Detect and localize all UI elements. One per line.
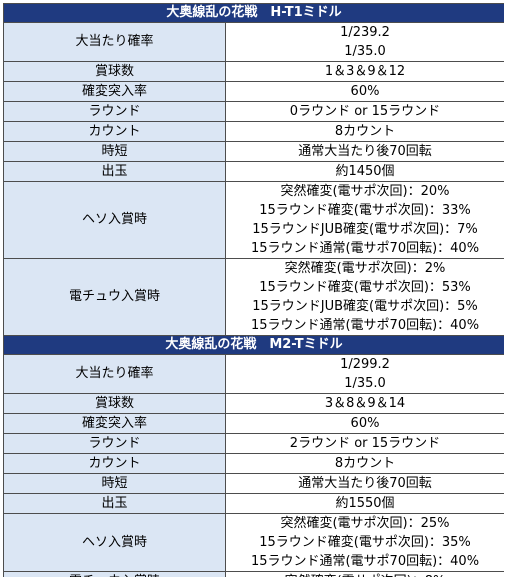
spec-label: 確変突入率 [3,413,226,434]
spec-row: 大当たり確率 1/299.2 1/35.0 [3,354,504,394]
section-title: 大奥線乱の花戦 H-T1ミドル [3,3,504,23]
spec-value-line: 15ラウンド通常(電サポ70回転)：40% [250,241,480,256]
spec-value-line: 突然確変(電サポ次回)：2% [284,261,446,276]
spec-value-line: 通常大当たり後70回転 [298,476,432,491]
spec-label: 大当たり確率 [3,22,226,62]
spec-value: 8カウント [225,121,504,142]
spec-row: ラウンド 0ラウンド or 15ラウンド [3,101,504,122]
spec-row: カウント 8カウント [3,121,504,142]
spec-value-line: 突然確変(電サポ次回)：20% [280,184,450,199]
section-header-row: 大奥線乱の花戦 M2-Tミドル [3,335,504,355]
spec-table-body: 大奥線乱の花戦 H-T1ミドル 大当たり確率 1/239.2 1/35.0 賞球数 1＆3… [3,3,504,577]
spec-value: 突然確変(電サポ次回)：8% [225,571,504,577]
spec-row: 賞球数 3＆8＆9＆14 [3,393,504,414]
spec-row: 大当たり確率 1/239.2 1/35.0 [3,22,504,62]
spec-row: ヘソ入賞時 突然確変(電サポ次回)：25% 15ラウンド確変(電サポ次回)：35% 1… [3,513,504,572]
spec-value-line: 1/299.2 [340,357,390,372]
spec-value-line: 約1450個 [335,164,395,179]
spec-value-line: 突然確変(電サポ次回)：8% [228,573,502,577]
spec-table-container: 大奥線乱の花戦 H-T1ミドル 大当たり確率 1/239.2 1/35.0 賞球数 1＆3… [3,3,504,577]
spec-label: 電チュウ入賞時 [3,258,226,336]
spec-table: 大奥線乱の花戦 H-T1ミドル 大当たり確率 1/239.2 1/35.0 賞球数 1＆3… [3,3,504,577]
spec-label: 出玉 [3,493,226,514]
spec-value: 約1450個 [225,161,504,182]
spec-row: 出玉 約1450個 [3,161,504,182]
spec-value-line: 60% [350,84,380,99]
spec-row: 確変突入率 60% [3,413,504,434]
spec-value: 通常大当たり後70回転 [225,473,504,494]
spec-value-line: 突然確変(電サポ次回)：25% [280,516,450,531]
spec-label: 賞球数 [3,393,226,414]
spec-value: 2ラウンド or 15ラウンド [225,433,504,454]
spec-value: 1＆3＆9＆12 [225,61,504,82]
spec-value: 60% [225,81,504,102]
spec-label: カウント [3,121,226,142]
spec-value-line: 15ラウンド確変(電サポ次回)：35% [259,535,471,550]
spec-label: ラウンド [3,433,226,454]
spec-label: 大当たり確率 [3,354,226,394]
spec-value: 約1550個 [225,493,504,514]
spec-label: 時短 [3,141,226,162]
spec-value-line: 1/239.2 [340,25,390,40]
spec-row: ラウンド 2ラウンド or 15ラウンド [3,433,504,454]
spec-value: 突然確変(電サポ次回)：25% 15ラウンド確変(電サポ次回)：35% 15ラウンド… [225,513,504,572]
spec-label: 確変突入率 [3,81,226,102]
spec-row: 電チュウ入賞時 突然確変(電サポ次回)：2% 15ラウンド確変(電サポ次回)：53%… [3,258,504,336]
spec-value-line: 1/35.0 [344,44,386,59]
spec-value-line: 60% [350,416,380,431]
spec-value: 通常大当たり後70回転 [225,141,504,162]
section-title: 大奥線乱の花戦 M2-Tミドル [3,335,504,355]
spec-row: 出玉 約1550個 [3,493,504,514]
spec-value-line: 1/35.0 [344,376,386,391]
spec-value: 1/299.2 1/35.0 [225,354,504,394]
spec-row: カウント 8カウント [3,453,504,474]
spec-label: カウント [3,453,226,474]
spec-value-line: 2ラウンド or 15ラウンド [289,436,441,451]
spec-label: 賞球数 [3,61,226,82]
spec-value-line: 約1550個 [335,496,395,511]
spec-label: 時短 [3,473,226,494]
spec-value-line: 15ラウンド通常(電サポ70回転)：40% [250,318,480,333]
spec-label: ヘソ入賞時 [3,181,226,259]
spec-label: ラウンド [3,101,226,122]
spec-value-line: 15ラウンドJUB確変(電サポ次回)：7% [252,222,478,237]
spec-value-line: 8カウント [334,456,396,471]
spec-row: 賞球数 1＆3＆9＆12 [3,61,504,82]
spec-row: 確変突入率 60% [3,81,504,102]
spec-row: 時短 通常大当たり後70回転 [3,141,504,162]
spec-value-line: 通常大当たり後70回転 [298,144,432,159]
spec-value: 60% [225,413,504,434]
spec-label: 電チュウ入賞時 [3,571,226,577]
spec-value-line: 0ラウンド or 15ラウンド [289,104,441,119]
section-header-row: 大奥線乱の花戦 H-T1ミドル [3,3,504,23]
spec-value: 8カウント [225,453,504,474]
spec-value: 3＆8＆9＆14 [225,393,504,414]
spec-value: 突然確変(電サポ次回)：2% 15ラウンド確変(電サポ次回)：53% 15ラウンドJ… [225,258,504,336]
spec-value-line: 15ラウンド確変(電サポ次回)：53% [259,280,471,295]
spec-value-line: 15ラウンド通常(電サポ70回転)：40% [250,554,480,569]
spec-value-line: 15ラウンド確変(電サポ次回)：33% [259,203,471,218]
spec-value-line: 1＆3＆9＆12 [324,64,406,79]
spec-label: 出玉 [3,161,226,182]
spec-row: 時短 通常大当たり後70回転 [3,473,504,494]
spec-value: 1/239.2 1/35.0 [225,22,504,62]
spec-value: 突然確変(電サポ次回)：20% 15ラウンド確変(電サポ次回)：33% 15ラウンド… [225,181,504,259]
spec-label: ヘソ入賞時 [3,513,226,572]
spec-value: 0ラウンド or 15ラウンド [225,101,504,122]
spec-value-line: 15ラウンドJUB確変(電サポ次回)：5% [252,299,478,314]
spec-value-line: 3＆8＆9＆14 [324,396,406,411]
spec-row: ヘソ入賞時 突然確変(電サポ次回)：20% 15ラウンド確変(電サポ次回)：33% 1… [3,181,504,259]
spec-value-line: 8カウント [334,124,396,139]
